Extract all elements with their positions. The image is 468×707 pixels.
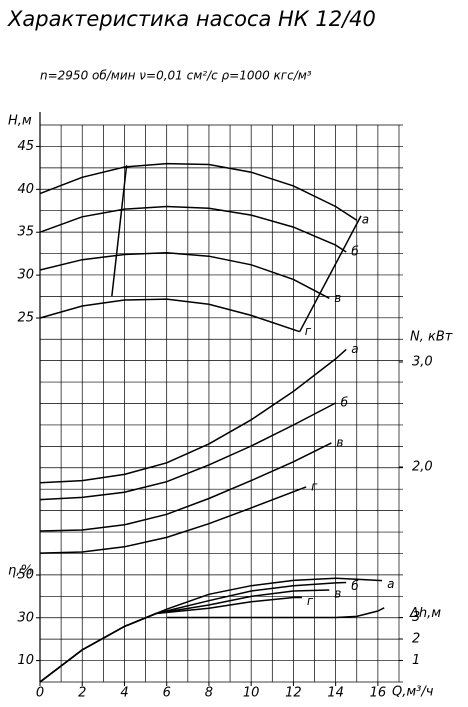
y-tick-label: 50 — [17, 568, 34, 583]
y-axis-label: η,% — [8, 564, 33, 579]
x-tick-label: 16 — [370, 686, 387, 701]
curve-label: г — [305, 324, 312, 338]
x-tick-label: 14 — [327, 686, 344, 701]
curve — [39, 162, 358, 221]
curve-label: г — [311, 479, 318, 493]
curve-label: в — [334, 586, 341, 600]
zone-line — [111, 165, 128, 297]
curve — [39, 589, 330, 683]
curve-label: а — [387, 577, 394, 591]
chart-subtitle: n=2950 об/мин ν=0,01 см²/с ρ=1000 кгс/м³ — [40, 69, 312, 83]
curve — [166, 607, 385, 619]
x-tick-label: 6 — [163, 686, 171, 701]
y-tick-label: 3,0 — [412, 355, 433, 370]
y-tick-label: 2,0 — [412, 460, 433, 475]
curve — [39, 205, 347, 253]
curve — [39, 442, 332, 532]
y-tick-label: 25 — [17, 311, 34, 326]
curve — [39, 596, 302, 683]
y-tick-label: 35 — [17, 225, 34, 240]
chart-title: Характеристика насоса НК 12/40 — [7, 7, 376, 31]
x-tick-label: 2 — [78, 686, 86, 701]
x-tick-label: 12 — [285, 686, 302, 701]
curve-label: в — [336, 435, 343, 449]
curve — [39, 486, 307, 554]
y-axis-label: Δh,м — [409, 606, 441, 621]
curve-label: в — [334, 291, 341, 305]
y-tick-label: 45 — [17, 139, 34, 154]
curve-label: а — [362, 213, 369, 227]
x-tick-label: 10 — [243, 686, 260, 701]
x-axis-label: Q,м³/ч — [392, 685, 434, 700]
curve — [39, 348, 347, 484]
y-tick-label: 1 — [412, 653, 420, 668]
curve — [39, 577, 383, 683]
curve — [39, 298, 300, 333]
curve-label: б — [351, 579, 359, 593]
y-tick-label: 30 — [17, 268, 34, 283]
curve-label: г — [307, 594, 314, 608]
y-tick-label: 2 — [412, 632, 420, 647]
y-axis-label: N, кВт — [410, 330, 453, 345]
y-tick-label: 10 — [17, 653, 34, 668]
y-tick-label: 30 — [17, 610, 34, 625]
curve — [39, 402, 336, 501]
curve — [39, 252, 330, 299]
y-axis-label: H,м — [8, 114, 32, 129]
x-tick-label: 4 — [120, 686, 128, 701]
curve-label: а — [351, 342, 358, 356]
y-tick-label: 40 — [17, 182, 34, 197]
curve-label: б — [341, 395, 349, 409]
x-tick-label: 8 — [205, 686, 213, 701]
curve-label: б — [351, 244, 359, 258]
zone-line — [299, 215, 362, 333]
x-tick-label: 0 — [36, 686, 44, 701]
y-tick-label: 3 — [412, 610, 420, 625]
